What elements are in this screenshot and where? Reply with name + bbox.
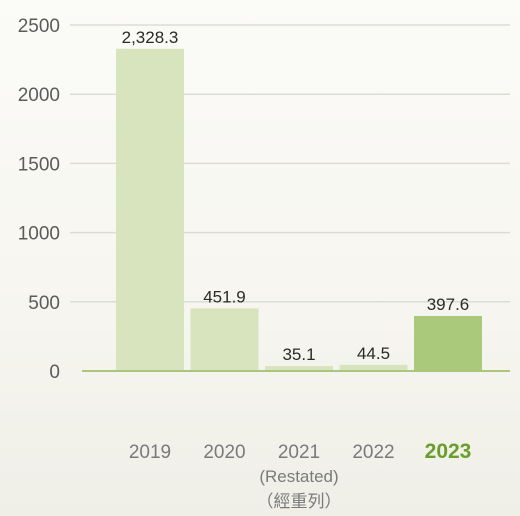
bar xyxy=(265,366,333,371)
y-tick-label: 1000 xyxy=(18,224,60,245)
y-tick-label: 0 xyxy=(49,362,60,383)
data-label: 397.6 xyxy=(427,295,470,314)
y-tick-label: 2000 xyxy=(18,85,60,106)
y-tick-label: 500 xyxy=(28,293,60,314)
data-label: 451.9 xyxy=(203,287,246,306)
x-tick-label: 2020 xyxy=(203,442,245,463)
data-label: 44.5 xyxy=(357,344,390,363)
x-tick-label: 2022 xyxy=(352,442,394,463)
x-tick-note: （經重列） xyxy=(257,492,342,512)
y-tick-label: 2500 xyxy=(18,16,60,37)
data-label: 2,328.3 xyxy=(122,28,179,47)
bar xyxy=(339,364,408,371)
x-tick-label: 2021 xyxy=(278,442,320,463)
x-tick-note: (Restated) xyxy=(259,467,338,486)
bar xyxy=(116,48,184,372)
data-label: 35.1 xyxy=(282,345,315,364)
bar xyxy=(414,315,482,371)
y-tick-label: 1500 xyxy=(18,154,60,175)
bar xyxy=(190,308,259,371)
x-tick-label: 2019 xyxy=(129,442,171,463)
x-tick-label: 2023 xyxy=(425,440,472,463)
